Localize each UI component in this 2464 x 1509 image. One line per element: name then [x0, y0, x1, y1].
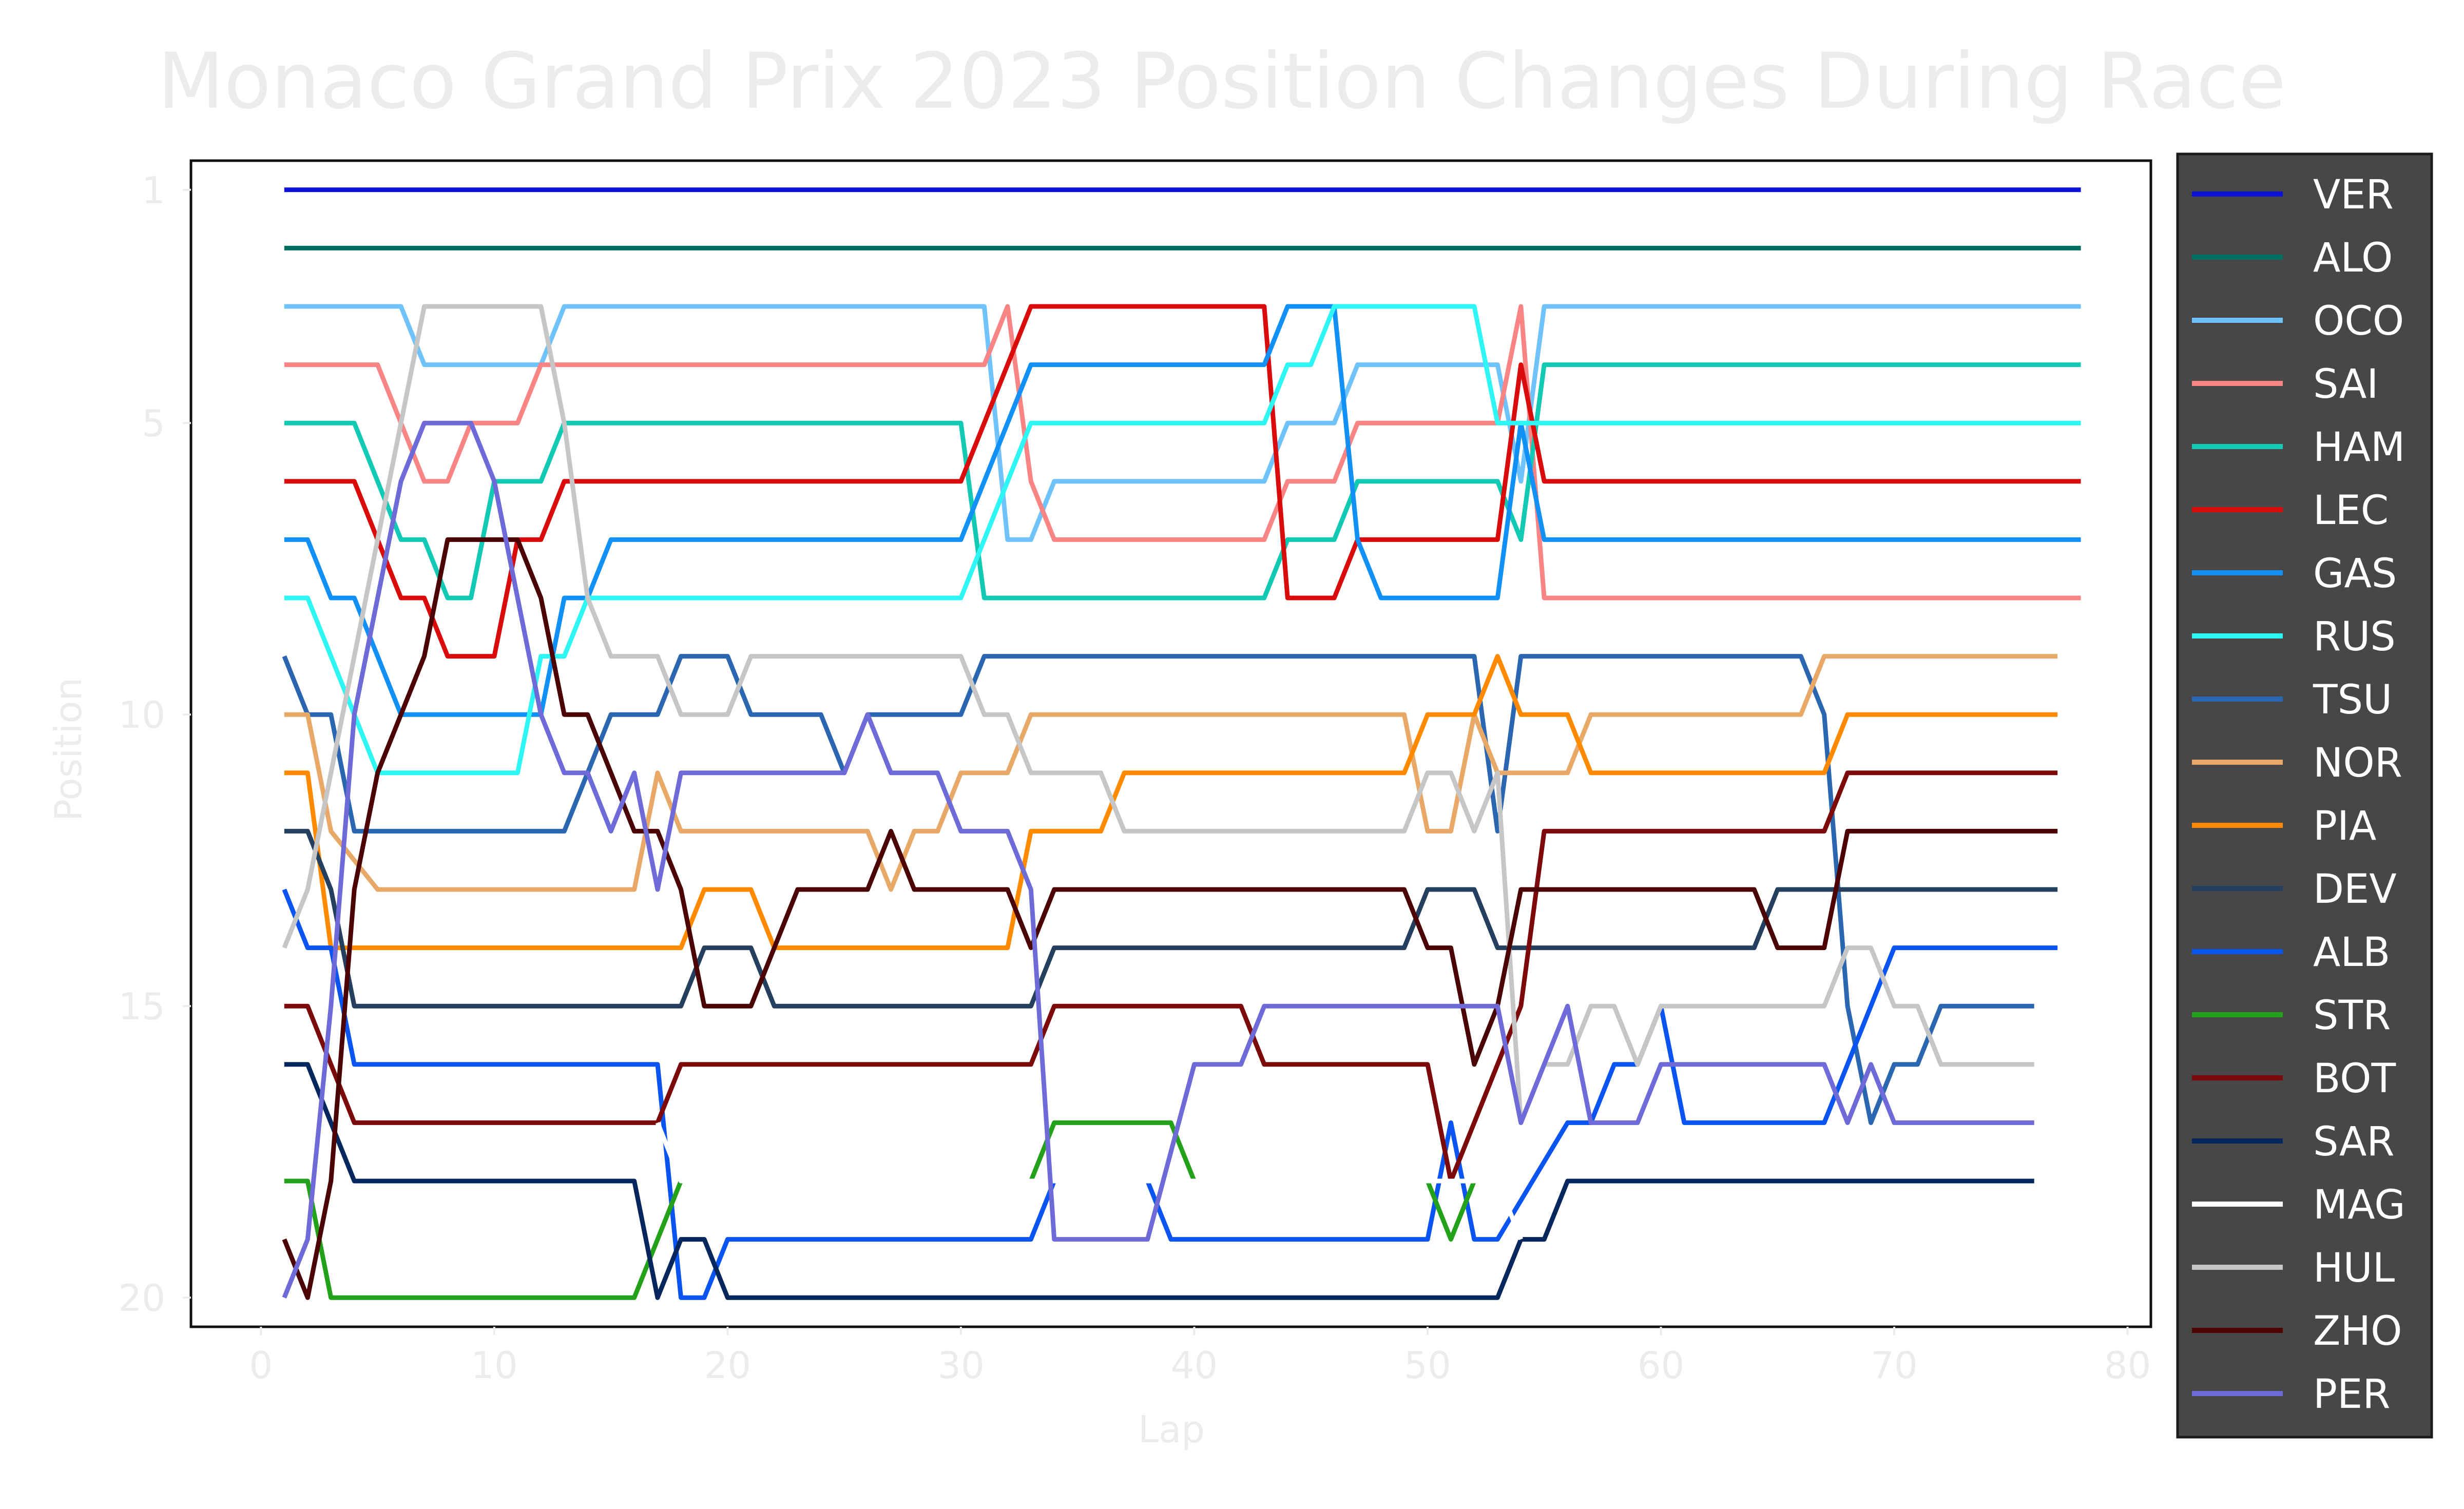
x-tick-label: 40: [1171, 1344, 1218, 1387]
x-tick-label: 60: [1638, 1344, 1685, 1387]
series-line-ham: [284, 362, 2081, 601]
y-tick-label: 10: [118, 693, 165, 737]
x-tick-label: 0: [249, 1344, 273, 1387]
legend-box: [2176, 152, 2433, 1439]
series-line-zho: [282, 537, 2058, 1300]
legend: VER ALO OCO SAI HAM LEC GAS RUS TSU NOR PIA DEV ALB S…: [2176, 152, 2433, 1439]
x-tick-label: 70: [1871, 1344, 1918, 1387]
x-tick-label: 10: [471, 1344, 518, 1387]
legend-label-str: STR: [2313, 993, 2391, 1039]
legend-label-mag: MAG: [2313, 1182, 2405, 1228]
series-line-str: [284, 1120, 1498, 1300]
legend-label-nor: NOR: [2313, 740, 2402, 786]
legend-label-sai: SAI: [2313, 361, 2378, 408]
series-line-oco: [284, 304, 2081, 542]
legend-label-ver: VER: [2313, 172, 2394, 218]
legend-label-sar: SAR: [2313, 1119, 2395, 1165]
y-tick-label: 15: [118, 985, 165, 1028]
x-tick-label: 80: [2104, 1344, 2151, 1387]
x-tick-label: 30: [937, 1344, 985, 1387]
x-tick-label: 20: [704, 1344, 752, 1387]
series-line-per: [282, 420, 2034, 1299]
legend-label-pia: PIA: [2313, 803, 2376, 849]
series-line-bot: [284, 770, 2058, 1184]
legend-label-zho: ZHO: [2313, 1308, 2402, 1355]
legend-label-alo: ALO: [2313, 235, 2393, 281]
series-line-tsu: [282, 654, 2034, 1125]
y-tick-label: 5: [142, 402, 165, 445]
chart-title: Monaco Grand Prix 2023 Position Changes …: [158, 37, 2286, 126]
x-axis-label: Lap: [1138, 1408, 1205, 1451]
legend-label-lec: LEC: [2313, 488, 2389, 534]
series-line-hul: [282, 304, 2034, 1125]
x-axis-ticks: 0 10 20 30 40 50 60 70 80: [249, 1327, 2151, 1387]
plot-lines: [282, 187, 2081, 1300]
legend-label-ham: HAM: [2313, 424, 2405, 471]
y-tick-label: 1: [142, 169, 165, 212]
legend-label-gas: GAS: [2313, 551, 2397, 597]
legend-label-dev: DEV: [2313, 866, 2397, 913]
legend-label-alb: ALB: [2313, 930, 2390, 976]
y-tick-label: 20: [118, 1276, 165, 1320]
series-line-mag: [655, 1121, 1523, 1241]
legend-label-tsu: TSU: [2313, 677, 2392, 723]
series-line-rus: [284, 304, 2081, 776]
series-line-lec: [284, 304, 2081, 659]
legend-label-bot: BOT: [2313, 1056, 2396, 1102]
legend-label-rus: RUS: [2313, 614, 2396, 660]
x-tick-label: 50: [1404, 1344, 1451, 1387]
series-line-nor: [284, 654, 2058, 892]
plot-frame: [189, 159, 2152, 1328]
y-axis-label: Position: [47, 678, 90, 821]
legend-label-hul: HUL: [2313, 1245, 2395, 1291]
legend-label-per: PER: [2313, 1371, 2391, 1418]
legend-label-oco: OCO: [2313, 298, 2404, 344]
